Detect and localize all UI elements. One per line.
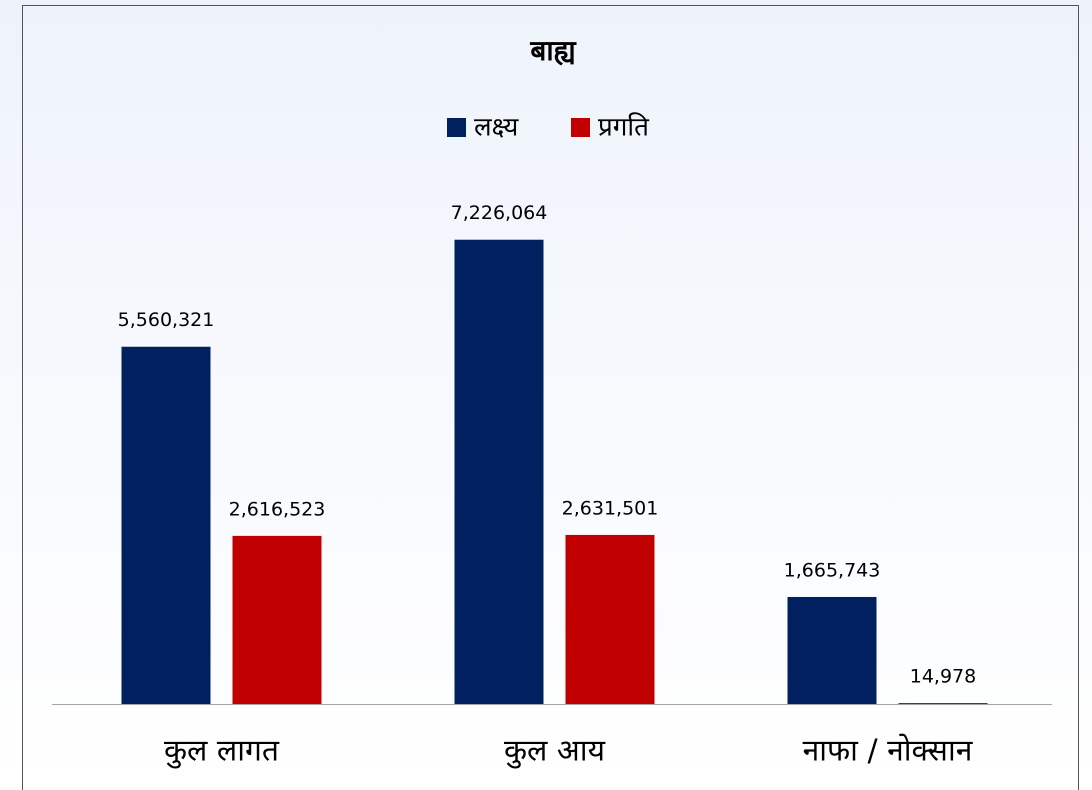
x-tick-label: कुल लागत [164, 734, 280, 770]
x-tick-label: कुल आय [504, 734, 606, 770]
bar [898, 703, 988, 705]
value-label: 7,226,064 [451, 202, 548, 224]
value-label: 14,978 [910, 666, 976, 688]
value-label: 1,665,743 [784, 559, 881, 581]
bar [121, 346, 211, 704]
bar [787, 596, 877, 704]
legend-swatch [571, 118, 590, 137]
value-label: 5,560,321 [118, 309, 215, 331]
legend-swatch [447, 118, 466, 137]
chart-title: बाह्य [529, 34, 576, 67]
frame [22, 5, 1079, 790]
value-label: 2,631,501 [562, 497, 659, 519]
bar [454, 239, 544, 704]
bar [232, 535, 322, 704]
legend-label: प्रगति [598, 112, 650, 143]
value-label: 2,616,523 [229, 498, 326, 520]
legend-label: लक्ष्य [474, 113, 519, 143]
x-tick-label: नाफा / नोक्सान [803, 734, 974, 769]
bar [565, 534, 655, 704]
